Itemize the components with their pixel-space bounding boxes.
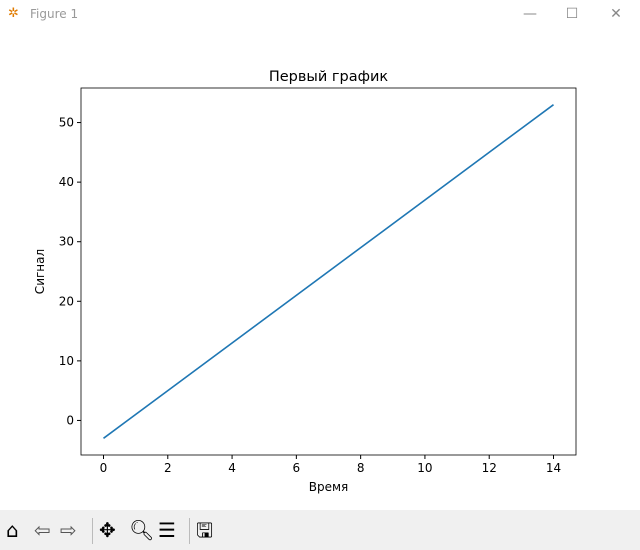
y-tick-label: 20 (59, 294, 74, 308)
y-tick-label: 40 (59, 175, 74, 189)
x-axis-label: Время (309, 480, 349, 494)
toolbar: ⌂ ⇦ ⇨ ✥ 🔍︎ ☰ 🖫 (0, 510, 640, 550)
x-tick-label: 2 (164, 461, 172, 475)
home-icon[interactable]: ⌂ (6, 518, 19, 542)
plot-frame (80, 87, 577, 456)
back-icon[interactable]: ⇦ (34, 518, 51, 542)
configure-subplots-icon[interactable]: ☰ (158, 518, 176, 542)
title-bar: ✲ Figure 1 — ☐ ✕ (0, 0, 640, 30)
matplotlib-icon: ✲ (8, 6, 19, 21)
minimize-button[interactable]: — (523, 6, 537, 22)
x-tick-label: 10 (417, 461, 432, 475)
y-tick-label: 0 (66, 413, 74, 427)
y-tick-label: 50 (59, 116, 74, 130)
x-tick-label: 4 (228, 461, 236, 475)
x-tick-label: 8 (357, 461, 365, 475)
zoom-icon[interactable]: 🔍︎ (129, 518, 155, 542)
maximize-button[interactable]: ☐ (565, 6, 579, 22)
separator (189, 518, 190, 544)
x-tick-label: 12 (482, 461, 497, 475)
x-tick-label: 6 (293, 461, 301, 475)
x-tick-label: 14 (546, 461, 561, 475)
y-tick-label: 10 (59, 354, 74, 368)
close-button[interactable]: ✕ (610, 6, 622, 22)
separator (92, 518, 93, 544)
forward-icon[interactable]: ⇨ (60, 518, 77, 542)
y-tick-label: 30 (59, 235, 74, 249)
y-axis-label: Сигнал (33, 249, 47, 294)
chart-title: Первый график (269, 69, 389, 85)
x-tick-label: 0 (100, 461, 108, 475)
save-icon[interactable]: 🖫 (196, 518, 214, 542)
pan-icon[interactable]: ✥ (99, 518, 116, 542)
window-title: Figure 1 (30, 7, 79, 21)
chart: 0 2 4 6 8 10 12 14 0 10 20 30 40 50 Первый график Время… (33, 69, 577, 494)
series-line (103, 104, 554, 439)
